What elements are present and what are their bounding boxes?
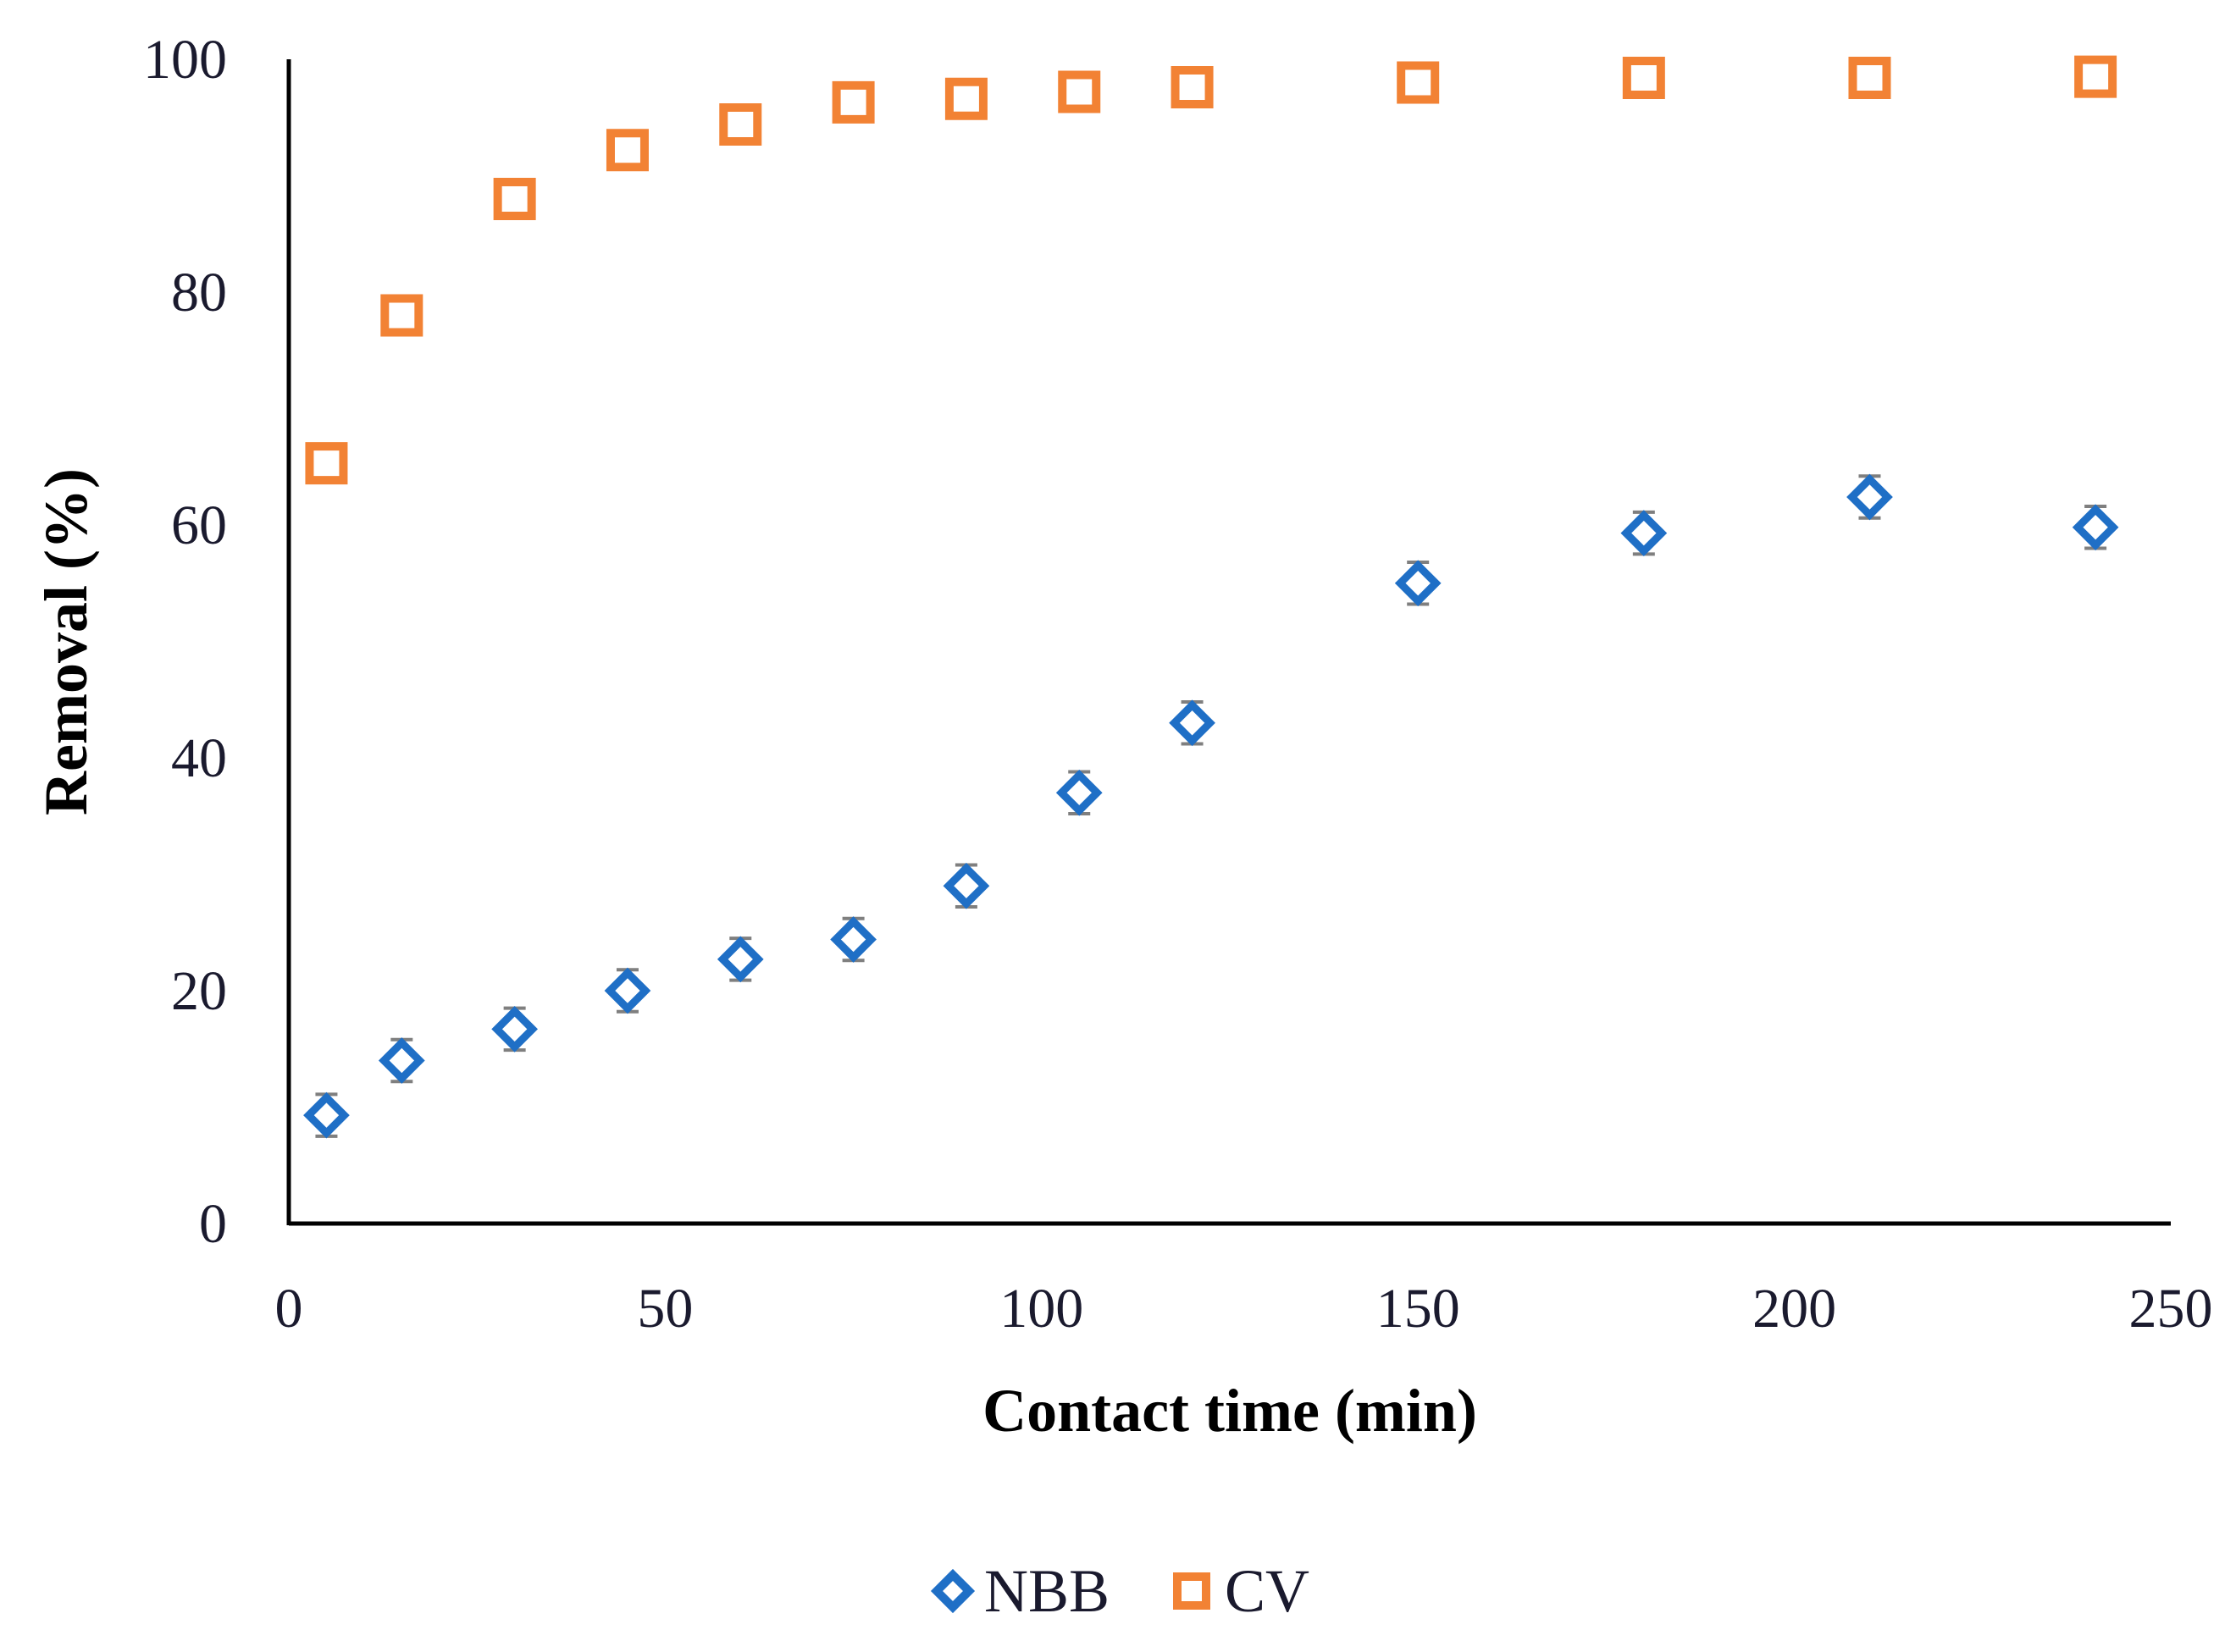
- x-axis-title: Contact time (min): [982, 1377, 1477, 1445]
- cv-data-point: [944, 77, 988, 120]
- y-tick-label: 80: [171, 262, 227, 323]
- cv-data-point: [606, 129, 649, 172]
- nbb-data-point: [1620, 510, 1668, 556]
- x-tick-label: 150: [1376, 1278, 1460, 1340]
- nbb-data-point: [1055, 769, 1103, 816]
- x-tick-label: 100: [999, 1278, 1083, 1340]
- cv-data-point: [2074, 55, 2117, 98]
- y-axis-title: Removal (%): [32, 468, 100, 815]
- nbb-data-point: [378, 1037, 425, 1084]
- y-tick-label: 20: [171, 960, 227, 1022]
- legend-nbb-marker: [930, 1568, 976, 1614]
- cv-data-point: [1397, 61, 1440, 104]
- legend: NBB CV: [930, 1557, 1309, 1625]
- y-tick-label: 100: [143, 29, 227, 91]
- nbb-data-point: [943, 862, 990, 909]
- y-tick-label: 0: [199, 1193, 227, 1255]
- y-tick-label: 40: [171, 727, 227, 789]
- x-tick-label: 200: [1752, 1278, 1836, 1340]
- cv-data-point: [1171, 66, 1214, 108]
- data-markers: [303, 55, 2119, 1139]
- cv-data-point: [493, 178, 536, 220]
- legend-nbb-label: NBB: [984, 1557, 1110, 1625]
- cv-data-point: [1848, 57, 1891, 99]
- cv-data-point: [719, 103, 762, 146]
- error-bars: [315, 56, 2107, 1138]
- cv-data-point: [380, 294, 423, 337]
- x-tick-label: 0: [275, 1278, 303, 1340]
- y-tick-label: 60: [171, 494, 227, 556]
- legend-cv-label: CV: [1225, 1557, 1309, 1625]
- cv-data-point: [832, 80, 875, 124]
- cv-data-point: [305, 442, 348, 485]
- nbb-data-point: [604, 967, 651, 1014]
- nbb-data-point: [303, 1091, 350, 1139]
- y-tick-labels: 0 20 40 60 80 100: [143, 29, 227, 1255]
- cv-data-point: [1622, 57, 1665, 99]
- nbb-data-point: [491, 1006, 539, 1053]
- nbb-data-point: [1846, 473, 1893, 521]
- nbb-data-point: [1394, 560, 1442, 607]
- cv-data-point: [1058, 70, 1101, 113]
- x-tick-label: 250: [2129, 1278, 2213, 1340]
- nbb-data-point: [717, 936, 764, 983]
- legend-cv-marker: [1173, 1572, 1210, 1610]
- x-tick-labels: 0 50 100 150 200 250: [275, 1278, 2213, 1340]
- x-tick-label: 50: [637, 1278, 693, 1340]
- nbb-data-point: [2072, 504, 2119, 551]
- nbb-data-point: [1169, 699, 1215, 747]
- nbb-data-point: [830, 916, 877, 963]
